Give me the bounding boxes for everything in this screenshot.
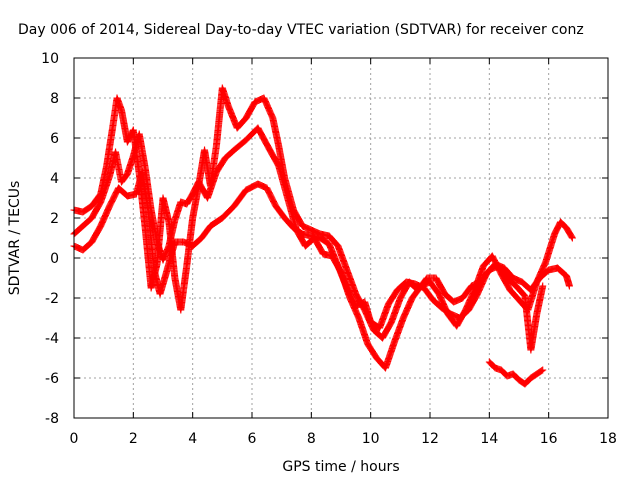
series-track-d xyxy=(485,358,547,388)
plot-frame xyxy=(73,57,609,419)
y-tick-label-2: -4 xyxy=(45,331,59,347)
chart-title: Day 006 of 2014, Sidereal Day-to-day VTE… xyxy=(18,22,584,38)
y-tick-label-7: 6 xyxy=(50,131,59,147)
x-tick-label-1: 2 xyxy=(129,431,138,447)
data-point-track-a-74 xyxy=(122,190,130,198)
y-tick-label-5: 2 xyxy=(50,211,59,227)
x-tick-label-8: 16 xyxy=(540,431,558,447)
x-tick-label-5: 10 xyxy=(362,431,380,447)
y-tick-label-0: -8 xyxy=(45,411,59,427)
data-point-track-b-961 xyxy=(568,233,576,241)
y-axis-label: SDTVAR / TECUs xyxy=(7,181,23,296)
x-tick-label-9: 18 xyxy=(599,431,617,447)
y-tick-label-3: -2 xyxy=(45,291,59,307)
x-tick-label-4: 8 xyxy=(307,431,316,447)
series-track-b xyxy=(70,124,576,372)
y-tick-label-4: 0 xyxy=(50,251,59,267)
y-tick-label-1: -6 xyxy=(45,371,59,387)
data-point-track-a-737 xyxy=(565,282,573,290)
y-tick-label-8: 8 xyxy=(50,91,59,107)
y-tick-label-9: 10 xyxy=(41,51,59,67)
series-track-c xyxy=(70,84,547,354)
data-point-track-c-1243 xyxy=(539,282,547,290)
x-axis-label: GPS time / hours xyxy=(282,459,399,475)
axis-layer: 0 2 4 6 8 10 12 14 16 18 -8 -6 -4 -2 0 2 4 6 8 10 xyxy=(41,51,617,447)
x-tick-label-3: 6 xyxy=(248,431,257,447)
y-tick-label-6: 4 xyxy=(50,171,59,187)
x-tick-label-6: 12 xyxy=(421,431,439,447)
x-tick-label-0: 0 xyxy=(70,431,79,447)
data-point-track-b-962 xyxy=(568,234,576,242)
data-point-track-d-56 xyxy=(539,366,547,374)
series-layer xyxy=(70,84,576,388)
x-tick-label-7: 14 xyxy=(480,431,498,447)
data-point-track-d-55 xyxy=(538,367,546,375)
x-tick-label-2: 4 xyxy=(188,431,197,447)
